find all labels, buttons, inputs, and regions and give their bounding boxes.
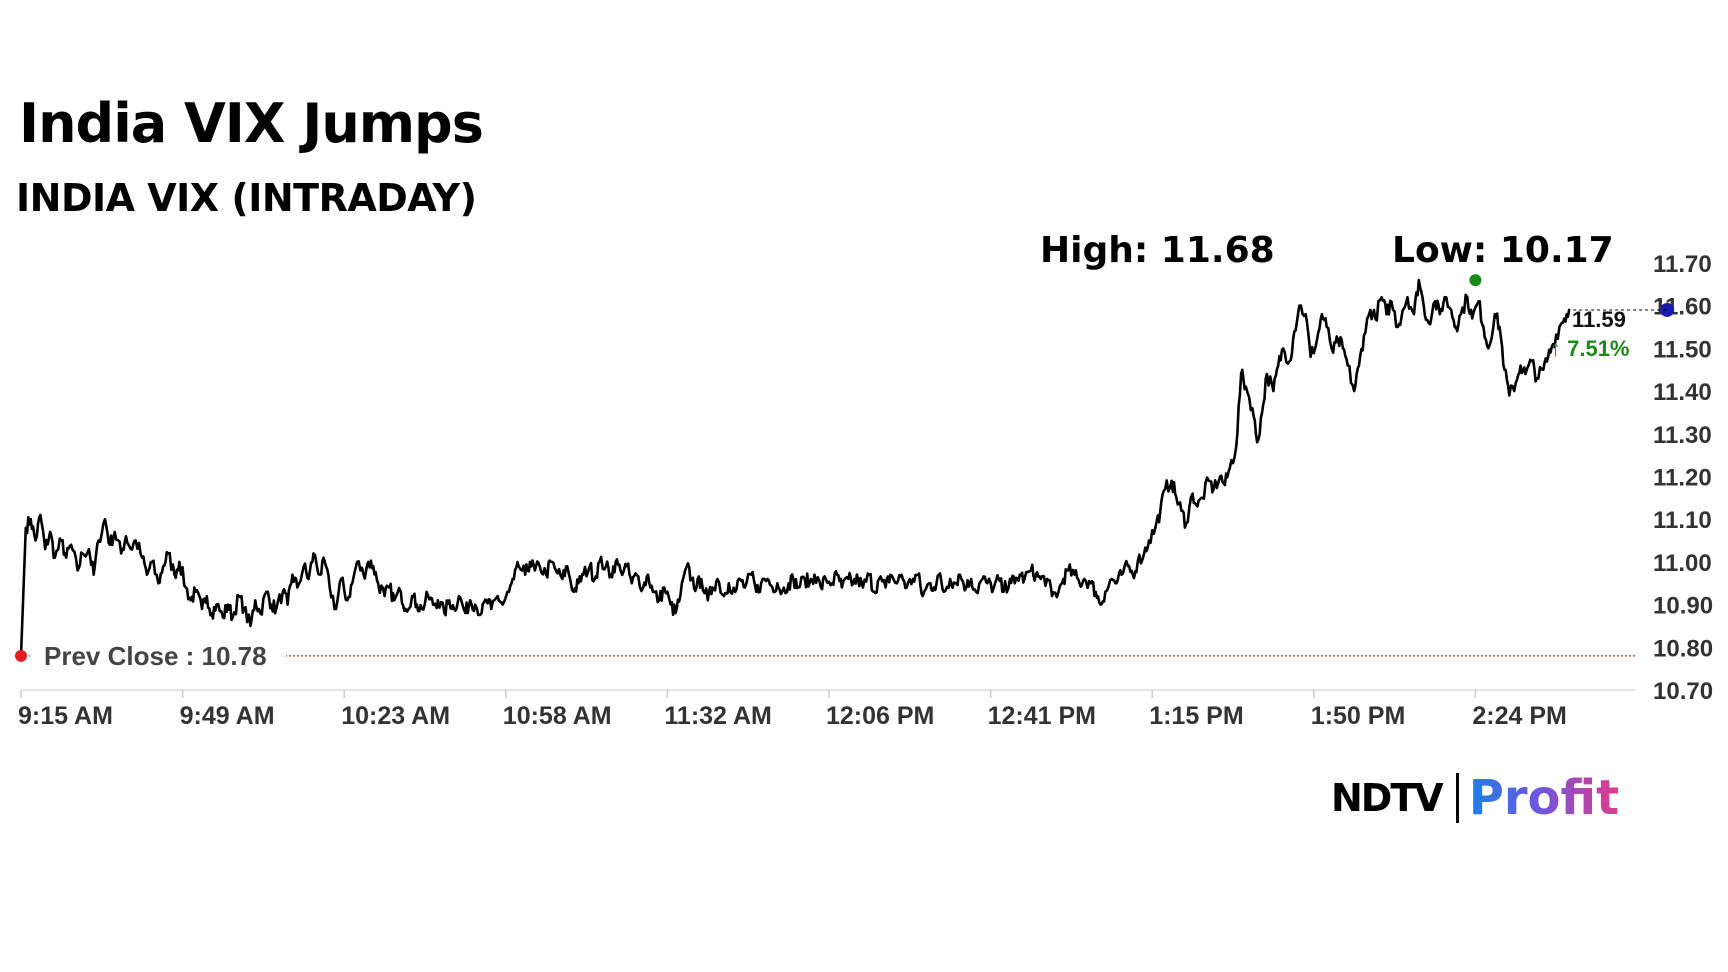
logo-separator xyxy=(1455,773,1459,823)
x-tick-label: 10:58 AM xyxy=(503,702,612,730)
ndtv-profit-logo: NDTV Profit xyxy=(1331,770,1619,826)
x-tick-label: 2:24 PM xyxy=(1472,702,1566,730)
y-tick-label: 11.50 xyxy=(1653,336,1712,363)
prev-close-label-bg xyxy=(30,639,286,672)
vix-series-line xyxy=(19,278,1571,658)
vix-intraday-chart: 11.7011.6011.5011.4011.3011.2011.1011.00… xyxy=(15,251,1713,730)
high-stat: High: 11.68 xyxy=(1040,230,1275,271)
prev-close-marker xyxy=(15,649,27,662)
y-tick-label: 11.20 xyxy=(1653,465,1712,492)
x-tick-label: 9:15 AM xyxy=(18,702,113,730)
logo-profit-text: Profit xyxy=(1468,770,1620,826)
y-tick-label: 11.70 xyxy=(1653,251,1712,278)
y-tick-label: 10.90 xyxy=(1653,593,1713,620)
x-tick-label: 10:23 AM xyxy=(341,702,450,730)
x-tick-label: 1:15 PM xyxy=(1149,702,1243,730)
y-tick-label: 11.10 xyxy=(1653,507,1712,534)
chart-subtitle: INDIA VIX (INTRADAY) xyxy=(16,176,477,220)
last-value-marker xyxy=(1660,302,1675,317)
y-tick-label: 10.80 xyxy=(1653,635,1713,662)
x-tick-label: 1:50 PM xyxy=(1311,702,1405,730)
y-tick-label: 10.70 xyxy=(1653,678,1713,705)
high-marker xyxy=(1469,274,1482,287)
y-tick-label: 11.40 xyxy=(1653,379,1712,406)
y-axis-ticks: 11.7011.6011.5011.4011.3011.2011.1011.00… xyxy=(1653,251,1713,705)
low-stat: Low: 10.17 xyxy=(1392,230,1614,271)
headline: India VIX Jumps xyxy=(19,92,484,155)
y-tick-label: 11.30 xyxy=(1653,422,1712,449)
x-tick-label: 11:32 AM xyxy=(664,702,771,730)
x-axis-ticks: 9:15 AM 9:49 AM 10:23 AM 10:58 AM 11:32 AM 12… xyxy=(18,690,1567,730)
x-tick-label: 9:49 AM xyxy=(180,702,275,730)
x-tick-label: 12:06 PM xyxy=(826,702,934,730)
last-value-label: 11.59 xyxy=(1572,307,1626,332)
y-tick-label: 11.00 xyxy=(1653,550,1712,577)
x-tick-label: 12:41 PM xyxy=(988,702,1096,730)
last-change-label: ↑ 7.51% xyxy=(1550,336,1630,361)
prev-close-label: Prev Close : 10.78 xyxy=(44,641,267,671)
logo-ndtv-text: NDTV xyxy=(1331,776,1444,820)
